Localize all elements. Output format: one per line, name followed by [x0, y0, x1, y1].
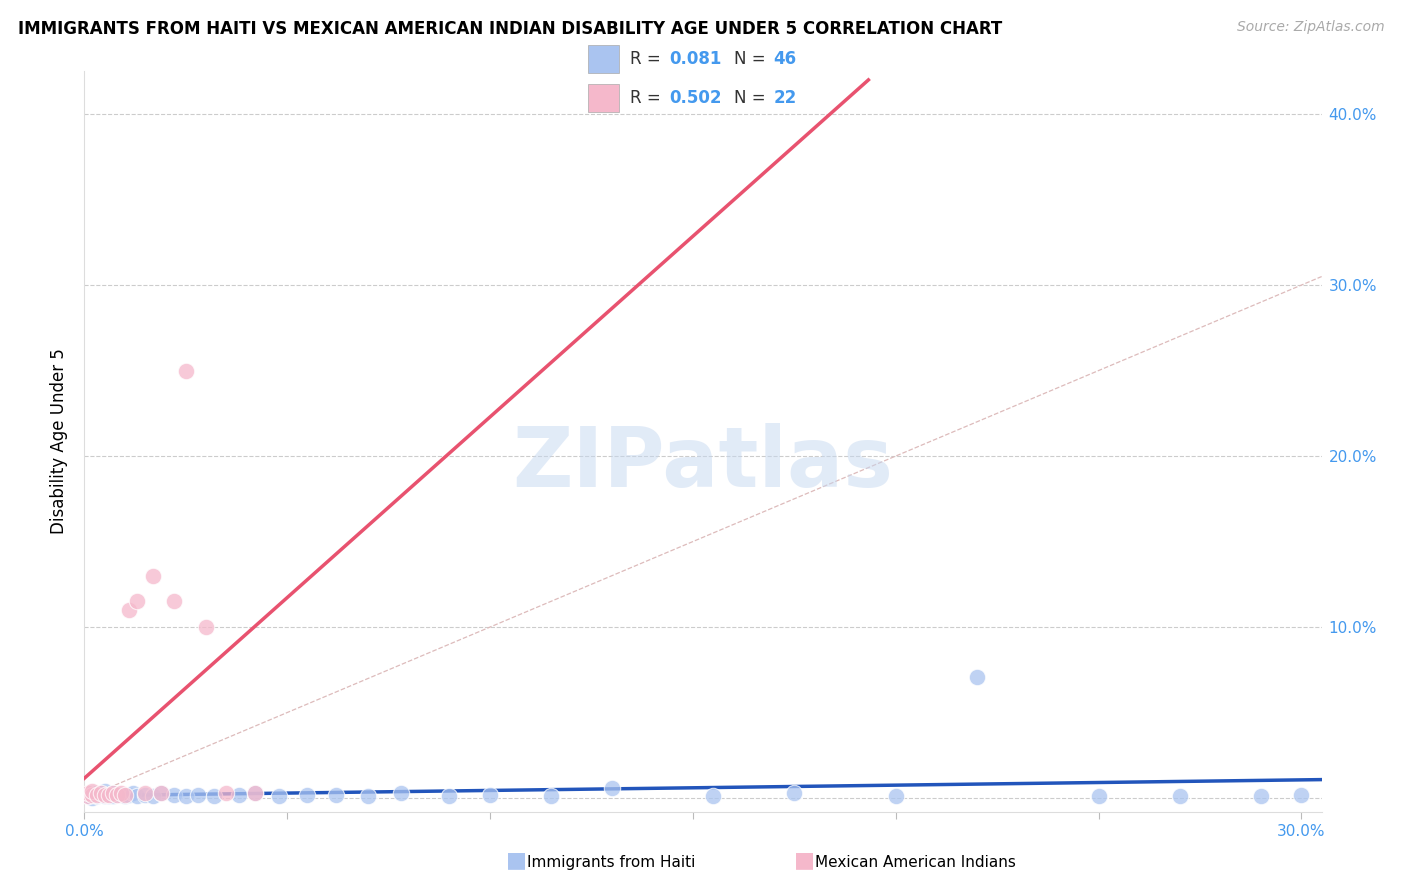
Point: [86, 789, 108, 804]
Text: Mexican American Indians: Mexican American Indians: [815, 855, 1017, 870]
Text: Immigrants from Haiti: Immigrants from Haiti: [527, 855, 696, 870]
Text: N =: N =: [734, 89, 770, 107]
Point: [93, 784, 115, 798]
Point: [150, 786, 173, 800]
Point: [325, 788, 347, 802]
Point: [105, 788, 128, 802]
Text: N =: N =: [734, 51, 770, 69]
Point: [90, 788, 112, 802]
Bar: [588, 45, 619, 73]
Point: [118, 788, 141, 802]
Point: [540, 789, 562, 804]
Point: [1291, 788, 1313, 802]
Point: [228, 788, 250, 802]
Text: ■: ■: [794, 850, 815, 870]
Point: [243, 786, 266, 800]
Point: [101, 786, 124, 800]
Point: [105, 788, 128, 802]
Point: [93, 789, 115, 804]
Bar: [588, 84, 619, 112]
Point: [110, 788, 132, 802]
Point: [97, 788, 120, 802]
Point: [174, 789, 197, 804]
Point: [195, 620, 218, 634]
Point: [297, 788, 319, 802]
Point: [202, 789, 225, 804]
Point: [187, 788, 209, 802]
Point: [101, 789, 124, 804]
Point: [142, 789, 165, 804]
Point: [86, 788, 108, 802]
Point: [162, 788, 184, 802]
Text: 22: 22: [773, 89, 797, 107]
Point: [82, 788, 104, 802]
Point: [884, 789, 907, 804]
Point: [118, 603, 141, 617]
Point: [77, 789, 100, 804]
Point: [1168, 789, 1191, 804]
Point: [93, 788, 115, 802]
Point: [267, 789, 290, 804]
Point: [1087, 789, 1109, 804]
Point: [702, 789, 724, 804]
Point: [82, 786, 104, 800]
Point: [77, 788, 100, 802]
Text: 0.081: 0.081: [669, 51, 721, 69]
Text: R =: R =: [630, 51, 666, 69]
Point: [142, 568, 165, 582]
Point: [162, 594, 184, 608]
Point: [1250, 789, 1272, 804]
Point: [134, 786, 156, 800]
Y-axis label: Disability Age Under 5: Disability Age Under 5: [51, 349, 69, 534]
Point: [174, 363, 197, 377]
Point: [110, 786, 132, 800]
Point: [783, 786, 806, 800]
Point: [439, 789, 461, 804]
Point: [101, 786, 124, 800]
Text: Source: ZipAtlas.com: Source: ZipAtlas.com: [1237, 20, 1385, 34]
Point: [479, 788, 502, 802]
Text: 46: 46: [773, 51, 796, 69]
Text: IMMIGRANTS FROM HAITI VS MEXICAN AMERICAN INDIAN DISABILITY AGE UNDER 5 CORRELAT: IMMIGRANTS FROM HAITI VS MEXICAN AMERICA…: [18, 20, 1002, 37]
Text: ZIPatlas: ZIPatlas: [513, 423, 893, 504]
Point: [114, 789, 136, 804]
Point: [82, 791, 104, 805]
Point: [77, 786, 100, 800]
Point: [97, 788, 120, 802]
Point: [389, 786, 412, 800]
Point: [127, 594, 149, 608]
Point: [357, 789, 380, 804]
Point: [150, 786, 173, 800]
Text: 0.502: 0.502: [669, 89, 721, 107]
Point: [600, 780, 623, 795]
Text: R =: R =: [630, 89, 666, 107]
Point: [243, 786, 266, 800]
Text: ■: ■: [506, 850, 527, 870]
Point: [97, 789, 120, 804]
Point: [82, 784, 104, 798]
Point: [127, 789, 149, 804]
Point: [90, 786, 112, 800]
Point: [86, 788, 108, 802]
Point: [90, 786, 112, 800]
Point: [122, 786, 145, 800]
Point: [77, 789, 100, 804]
Point: [215, 786, 238, 800]
Point: [966, 670, 988, 684]
Point: [134, 788, 156, 802]
Point: [114, 788, 136, 802]
